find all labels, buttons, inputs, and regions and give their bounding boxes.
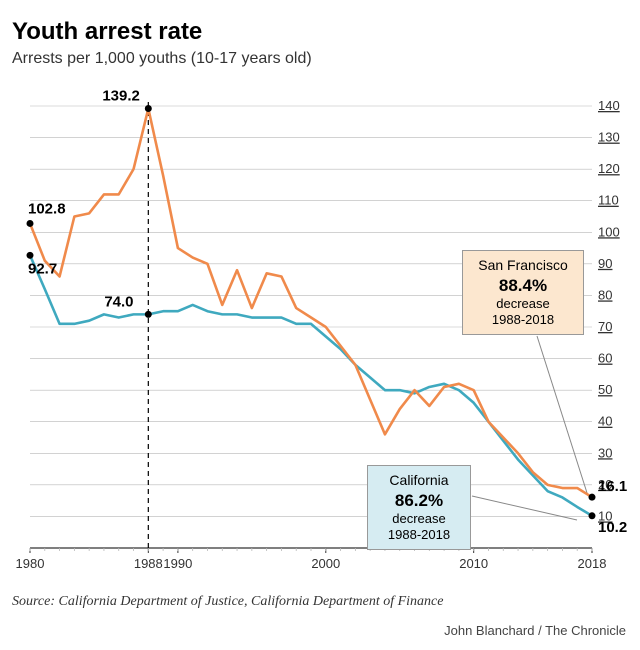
svg-text:10.2: 10.2 bbox=[598, 519, 627, 536]
svg-text:90: 90 bbox=[598, 256, 612, 271]
chart-container: Youth arrest rate Arrests per 1,000 yout… bbox=[0, 0, 640, 650]
callout-sf-name: San Francisco bbox=[475, 257, 571, 275]
svg-text:1988: 1988 bbox=[134, 556, 163, 571]
callout-california: California 86.2% decrease 1988-2018 bbox=[367, 465, 471, 550]
svg-text:74.0: 74.0 bbox=[104, 293, 133, 310]
svg-text:80: 80 bbox=[598, 287, 612, 302]
svg-text:140: 140 bbox=[598, 98, 620, 113]
callout-ca-name: California bbox=[380, 472, 458, 490]
callout-sf-pct: 88.4% bbox=[475, 275, 571, 296]
svg-text:30: 30 bbox=[598, 445, 612, 460]
svg-text:70: 70 bbox=[598, 319, 612, 334]
svg-text:2000: 2000 bbox=[311, 556, 340, 571]
svg-text:50: 50 bbox=[598, 382, 612, 397]
svg-text:1980: 1980 bbox=[16, 556, 45, 571]
svg-text:110: 110 bbox=[598, 193, 619, 208]
callout-sf-sub2: 1988-2018 bbox=[475, 312, 571, 328]
svg-text:40: 40 bbox=[598, 414, 612, 429]
chart-plot-area: 1020304050607080901001101201301401980198… bbox=[12, 78, 628, 588]
chart-subtitle: Arrests per 1,000 youths (10-17 years ol… bbox=[12, 50, 628, 68]
svg-text:139.2: 139.2 bbox=[102, 88, 140, 105]
chart-title: Youth arrest rate bbox=[12, 18, 628, 46]
callout-sf-sub1: decrease bbox=[475, 296, 571, 312]
svg-text:100: 100 bbox=[598, 224, 620, 239]
svg-text:16.1: 16.1 bbox=[598, 478, 627, 495]
callout-san-francisco: San Francisco 88.4% decrease 1988-2018 bbox=[462, 250, 584, 335]
source-line: Source: California Department of Justice… bbox=[12, 594, 628, 610]
credit-line: John Blanchard / The Chronicle bbox=[444, 623, 626, 638]
svg-text:120: 120 bbox=[598, 161, 620, 176]
svg-text:102.8: 102.8 bbox=[28, 200, 66, 217]
svg-text:1990: 1990 bbox=[163, 556, 192, 571]
svg-text:92.7: 92.7 bbox=[28, 260, 57, 277]
svg-text:2010: 2010 bbox=[459, 556, 488, 571]
callout-ca-sub2: 1988-2018 bbox=[380, 527, 458, 543]
svg-text:60: 60 bbox=[598, 351, 612, 366]
callout-ca-pct: 86.2% bbox=[380, 490, 458, 511]
callout-ca-sub1: decrease bbox=[380, 511, 458, 527]
svg-text:130: 130 bbox=[598, 130, 620, 145]
svg-text:2018: 2018 bbox=[578, 556, 607, 571]
